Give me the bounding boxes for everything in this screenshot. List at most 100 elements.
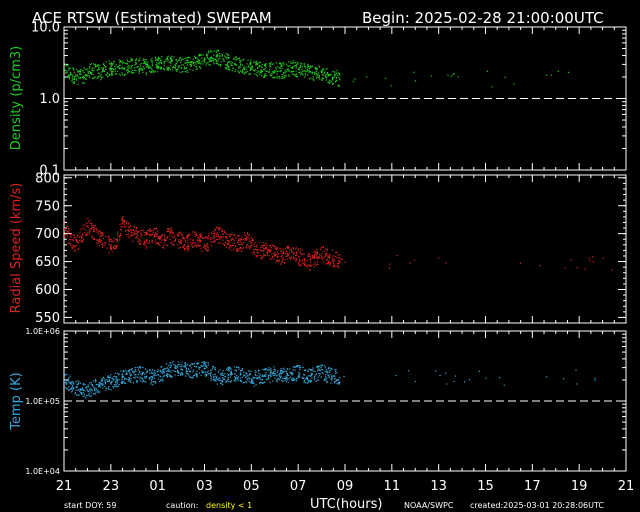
density-point <box>336 70 338 72</box>
density-point <box>121 61 123 63</box>
temp-point <box>121 373 123 375</box>
density-point <box>273 71 275 74</box>
temp-point <box>180 368 182 370</box>
density-point <box>254 70 256 72</box>
density-point <box>219 65 222 67</box>
temp-point <box>172 360 174 363</box>
temp-point <box>82 395 84 397</box>
temp-point <box>67 389 70 391</box>
temp-point <box>144 381 146 383</box>
density-point <box>290 61 292 63</box>
speed-point <box>299 251 301 253</box>
temp-point <box>314 375 316 377</box>
temp-point <box>283 377 285 379</box>
speed-point <box>337 260 339 262</box>
density-point <box>208 60 210 63</box>
density-point <box>209 59 211 61</box>
density-point <box>72 82 74 84</box>
temp-point <box>93 389 96 391</box>
temp-point <box>294 366 296 368</box>
density-point <box>298 67 300 69</box>
temp-point <box>274 370 276 372</box>
density-point <box>145 59 148 61</box>
density-point <box>68 76 70 79</box>
temp-point <box>179 374 182 376</box>
temp-point <box>250 381 252 384</box>
density-point <box>308 71 311 73</box>
density-point <box>209 64 211 66</box>
temp-point <box>310 380 312 383</box>
speed-point <box>149 228 151 230</box>
speed-point <box>295 247 297 249</box>
speed-point <box>197 242 199 244</box>
density-point <box>143 62 145 64</box>
speed-point <box>93 239 95 241</box>
density-point <box>102 68 105 70</box>
speed-point <box>134 233 136 235</box>
temp-point <box>215 378 217 380</box>
speed-point <box>64 237 66 239</box>
density-point <box>227 56 229 59</box>
speed-point <box>293 252 295 254</box>
speed-point <box>327 254 329 257</box>
speed-point <box>158 244 160 246</box>
temp-point <box>248 377 250 379</box>
density-point <box>206 56 208 58</box>
temp-point <box>114 385 116 387</box>
temp-point <box>298 374 300 376</box>
density-point <box>216 63 218 65</box>
temp-point <box>213 379 215 381</box>
speed-point <box>123 219 126 222</box>
temp-point <box>193 374 196 377</box>
speed-point <box>263 253 265 255</box>
temp-point <box>330 376 333 378</box>
density-point <box>216 53 219 56</box>
temp-point <box>177 370 179 372</box>
speed-point <box>323 257 325 259</box>
speed-point <box>277 255 279 258</box>
density-point <box>79 70 81 72</box>
temp-point <box>317 366 320 368</box>
temp-point <box>268 366 270 369</box>
speed-point <box>270 249 272 251</box>
density-point <box>126 72 129 74</box>
speed-point <box>66 230 69 233</box>
density-point <box>73 82 75 84</box>
temp-point <box>143 372 145 374</box>
density-point <box>280 70 282 72</box>
density-point <box>239 61 241 63</box>
density-point <box>281 73 283 76</box>
speed-point <box>275 253 278 255</box>
speed-point <box>155 243 157 245</box>
speed-point <box>111 240 113 242</box>
density-point <box>80 73 82 75</box>
temp-point <box>308 374 310 377</box>
temp-point <box>310 374 313 376</box>
temp-point <box>138 367 140 369</box>
speed-point <box>338 267 340 269</box>
speed-point <box>326 252 328 255</box>
density-point <box>251 68 253 70</box>
speed-point <box>284 248 286 250</box>
speed-point <box>68 228 70 230</box>
density-point <box>158 66 160 68</box>
density-point <box>216 49 218 52</box>
temp-point <box>196 374 198 376</box>
density-point <box>327 73 329 75</box>
density-point <box>255 62 257 64</box>
speed-point <box>171 231 173 233</box>
density-point <box>315 67 317 69</box>
temp-point <box>282 381 284 383</box>
speed-point <box>86 222 88 224</box>
temp-point <box>196 363 198 365</box>
density-point <box>338 76 340 79</box>
speed-point <box>277 260 279 262</box>
temp-point <box>112 379 114 381</box>
temp-point <box>234 373 236 375</box>
temp-point <box>267 378 270 380</box>
speed-point <box>214 229 216 231</box>
temp-point <box>149 378 151 380</box>
density-point <box>333 76 335 79</box>
speed-point <box>187 247 189 249</box>
temp-point <box>265 374 267 376</box>
